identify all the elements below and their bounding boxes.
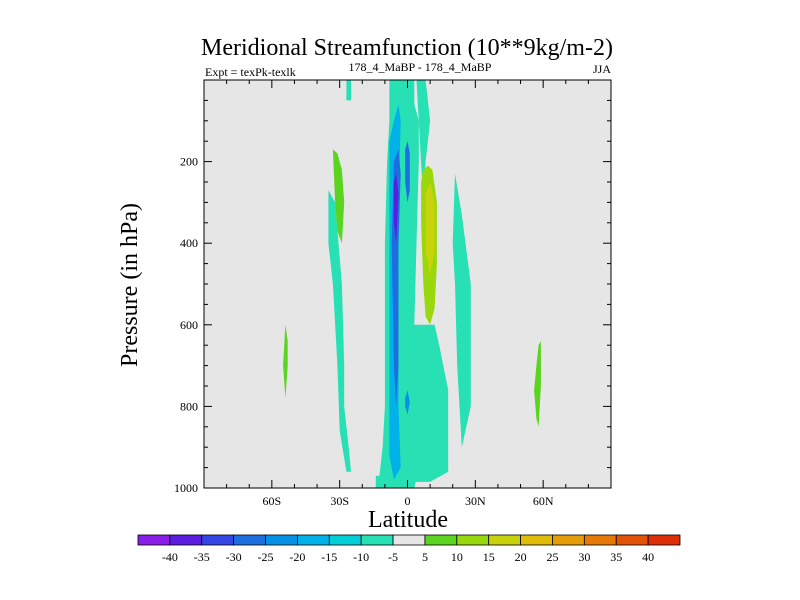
chart-title: Meridional Streamfunction (10**9kg/m-2): [201, 35, 613, 61]
axes-layer: 60S 30S 0 30N 60N 200 400 600 800 1000: [174, 80, 611, 508]
colorbar-label: 5: [422, 550, 428, 564]
colorbar-box: [169, 534, 203, 546]
colorbar-label: -35: [194, 550, 210, 564]
colorbar-label: 15: [483, 550, 495, 564]
contour-fill-layer: [283, 80, 541, 488]
contour-region-sh-lower-green: [283, 324, 288, 399]
contour-region-sh-upper-green: [332, 149, 345, 244]
x-tick-label: 30S: [330, 494, 349, 508]
colorbar-box: [137, 534, 171, 546]
colorbar-box: [456, 534, 490, 546]
colorbar-label: -5: [388, 550, 398, 564]
x-axis-label: Latitude: [368, 507, 448, 533]
contour-region-nh-lower-green: [534, 341, 541, 427]
x-tick-label: 60N: [533, 494, 554, 508]
colorbar-box: [583, 534, 617, 546]
x-tick-label: 0: [405, 494, 411, 508]
colorbar-label: -30: [226, 550, 242, 564]
colorbar-label: 30: [578, 550, 590, 564]
colorbar-box: [488, 534, 521, 546]
colorbar-label: 35: [610, 550, 622, 564]
experiment-label: Expt = texPk-texlk: [205, 65, 296, 79]
season-label: JJA: [593, 62, 611, 76]
colorbar: -40 -35 -30 -25 -20 -15 -10 -5 5 10 15 20 25 30 35 40: [137, 534, 681, 564]
contour-region-tail-bottom-left: [375, 475, 390, 488]
y-tick-label: 1000: [174, 481, 198, 495]
contour-region-tail-top: [346, 80, 351, 101]
contour-region-south-strip: [328, 190, 351, 472]
colorbar-label: -25: [258, 550, 274, 564]
colorbar-label: 10: [451, 550, 463, 564]
colorbar-box: [424, 534, 458, 546]
colorbar-box: [233, 534, 266, 546]
colorbar-box: [552, 534, 585, 546]
colorbar-label: -15: [321, 550, 337, 564]
colorbar-label: -40: [162, 550, 178, 564]
colorbar-label: 40: [642, 550, 654, 564]
colorbar-box: [297, 534, 330, 546]
contour-region-nh-cell-inner: [425, 182, 435, 276]
contour-region-equator-bottom: [405, 390, 410, 415]
x-tick-label: 30N: [465, 494, 486, 508]
contour-region-broad-north-ns: [407, 324, 449, 482]
colorbar-box: [201, 534, 235, 546]
y-tick-label: 400: [180, 236, 198, 250]
colorbar-box: [647, 534, 681, 546]
x-tick-label: 60S: [262, 494, 281, 508]
y-tick-label: 200: [180, 155, 198, 169]
colorbar-label: 20: [515, 550, 527, 564]
contour-region-equator-deep: [405, 141, 410, 203]
y-axis-label: Pressure (in hPa): [117, 203, 143, 367]
colorbar-label: -10: [353, 550, 369, 564]
contour-region-north-wing-upper: [416, 80, 431, 203]
colorbar-box: [328, 534, 362, 546]
colorbar-label: 25: [546, 550, 558, 564]
contour-region-core-strong: [393, 173, 399, 244]
run-label: 178_4_MaBP - 178_4_MaBP: [349, 60, 492, 74]
contour-region-north-strip-right: [452, 173, 471, 448]
colorbar-box: [265, 534, 298, 546]
colorbar-box: [520, 534, 553, 546]
y-tick-label: 600: [180, 318, 198, 332]
colorbar-box: [360, 534, 394, 546]
y-tick-label: 800: [180, 399, 198, 413]
colorbar-box: [615, 534, 649, 546]
colorbar-box: [392, 534, 426, 546]
colorbar-label: -20: [289, 550, 305, 564]
